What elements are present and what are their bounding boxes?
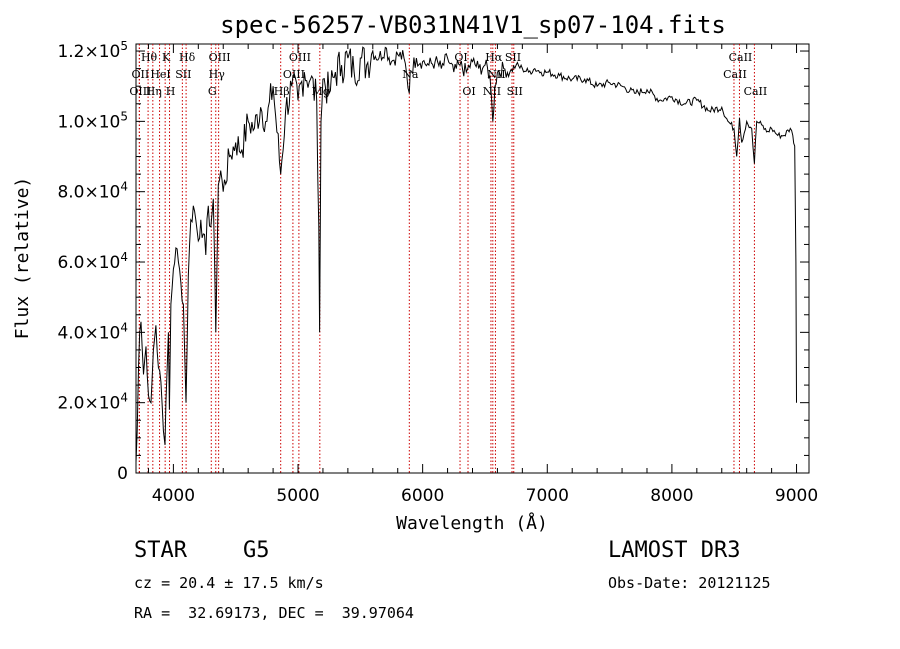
line-label: G — [208, 85, 217, 98]
spectrum-line — [135, 46, 797, 463]
x-tick-label: 4000 — [152, 486, 195, 506]
x-axis-ticks: 4000 5000 6000 7000 8000 9000 — [147, 44, 818, 506]
line-label: HeI — [150, 68, 170, 81]
y-tick-label: 2.0×104 — [57, 391, 128, 414]
coordinates: RA = 32.69173, DEC = 39.97064 — [134, 604, 414, 622]
y-tick-label: 1.0×105 — [57, 109, 128, 132]
line-label: H — [166, 85, 176, 98]
line-markers — [138, 44, 755, 473]
object-subclass: G5 — [243, 538, 270, 563]
line-label: K — [162, 51, 171, 64]
object-class: STAR — [134, 538, 187, 563]
line-label: OII — [132, 68, 150, 81]
line-label: SII — [505, 51, 521, 64]
y-axis-ticks: 0 2.0×104 4.0×104 6.0×104 8.0×104 1.0×105 1.2×… — [57, 39, 809, 484]
y-tick-label: 1.2×105 — [57, 39, 128, 62]
line-label: Hη — [146, 85, 162, 98]
plot-frame — [135, 43, 810, 474]
line-label: CaII — [723, 68, 747, 81]
x-tick-label: 6000 — [401, 486, 444, 506]
line-label: Hγ — [209, 68, 226, 81]
line-label: OIII — [209, 51, 231, 64]
chart-title: spec-56257-VB031N41V1_sp07-104.fits — [220, 11, 726, 39]
line-label: CaII — [744, 85, 768, 98]
y-tick-label: 8.0×104 — [57, 180, 128, 203]
x-tick-label: 8000 — [650, 486, 693, 506]
line-label: CaII — [729, 51, 753, 64]
line-label: Hβ — [274, 85, 290, 98]
line-label: Hθ — [141, 51, 158, 64]
x-tick-label: 5000 — [276, 486, 319, 506]
line-label: OI — [462, 85, 475, 98]
line-label: Hδ — [179, 51, 196, 64]
obs-date: Obs-Date: 20121125 — [608, 574, 771, 592]
redshift-text: cz = 20.4 ± 17.5 km/s — [134, 574, 324, 592]
line-label: SII — [175, 68, 191, 81]
y-axis-label: Flux (relative) — [12, 177, 33, 340]
y-tick-label: 0 — [117, 464, 128, 484]
line-label: OIII — [289, 51, 311, 64]
x-tick-label: 9000 — [775, 486, 818, 506]
line-label: Hα — [485, 51, 503, 64]
line-label: NII — [483, 85, 501, 98]
x-axis-label: Wavelength (Å) — [396, 512, 548, 534]
line-label: SII — [507, 85, 523, 98]
y-tick-label: 6.0×104 — [57, 250, 128, 273]
x-tick-label: 7000 — [526, 486, 569, 506]
survey-name: LAMOST DR3 — [608, 538, 741, 563]
line-label: OIII — [129, 85, 151, 98]
y-tick-label: 4.0×104 — [57, 320, 128, 343]
